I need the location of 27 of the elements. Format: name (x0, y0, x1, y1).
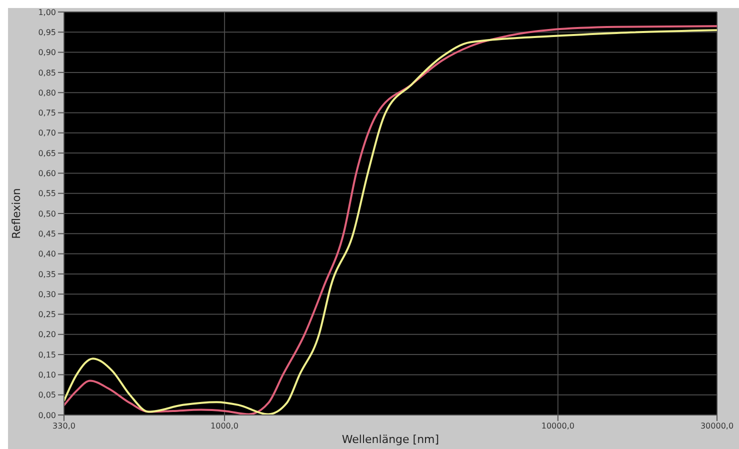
y-tick-label: 0,40 (38, 250, 56, 259)
y-tick-label: 0,55 (38, 189, 56, 198)
y-tick-label: 0,05 (38, 390, 56, 400)
y-tick-label: 0,80 (38, 88, 56, 98)
y-tick-label: 0,90 (38, 48, 56, 58)
y-tick-label: 0,30 (38, 290, 56, 299)
y-tick-label: 0,35 (38, 270, 56, 279)
y-tick-label: 0,15 (38, 350, 56, 360)
y-tick-label: 0,50 (38, 209, 56, 218)
y-tick-label: 0,10 (38, 370, 56, 380)
y-tick-label: 0,60 (38, 169, 56, 178)
y-tick-label: 0,65 (38, 148, 56, 158)
y-tick-label: 0,00 (38, 410, 56, 420)
x-axis-title: Wellenlänge [nm] (342, 433, 440, 446)
y-tick-label: 1,00 (38, 8, 56, 17)
y-tick-label: 0,45 (38, 229, 56, 238)
x-tick-label: 30000,0 (700, 422, 734, 431)
y-tick-label: 0,70 (38, 128, 56, 138)
y-tick-label: 0,20 (38, 330, 56, 340)
y-tick-label: 0,95 (38, 28, 56, 37)
y-tick-label: 0,25 (38, 310, 56, 320)
y-axis-title: Reflexion (10, 188, 23, 239)
x-tick-label: 1000,0 (210, 422, 239, 431)
x-tick-label: 330,0 (52, 422, 76, 431)
y-tick-label: 0,85 (38, 68, 56, 78)
x-tick-label: 10000,0 (541, 422, 574, 431)
y-tick-label: 0,75 (38, 108, 56, 118)
